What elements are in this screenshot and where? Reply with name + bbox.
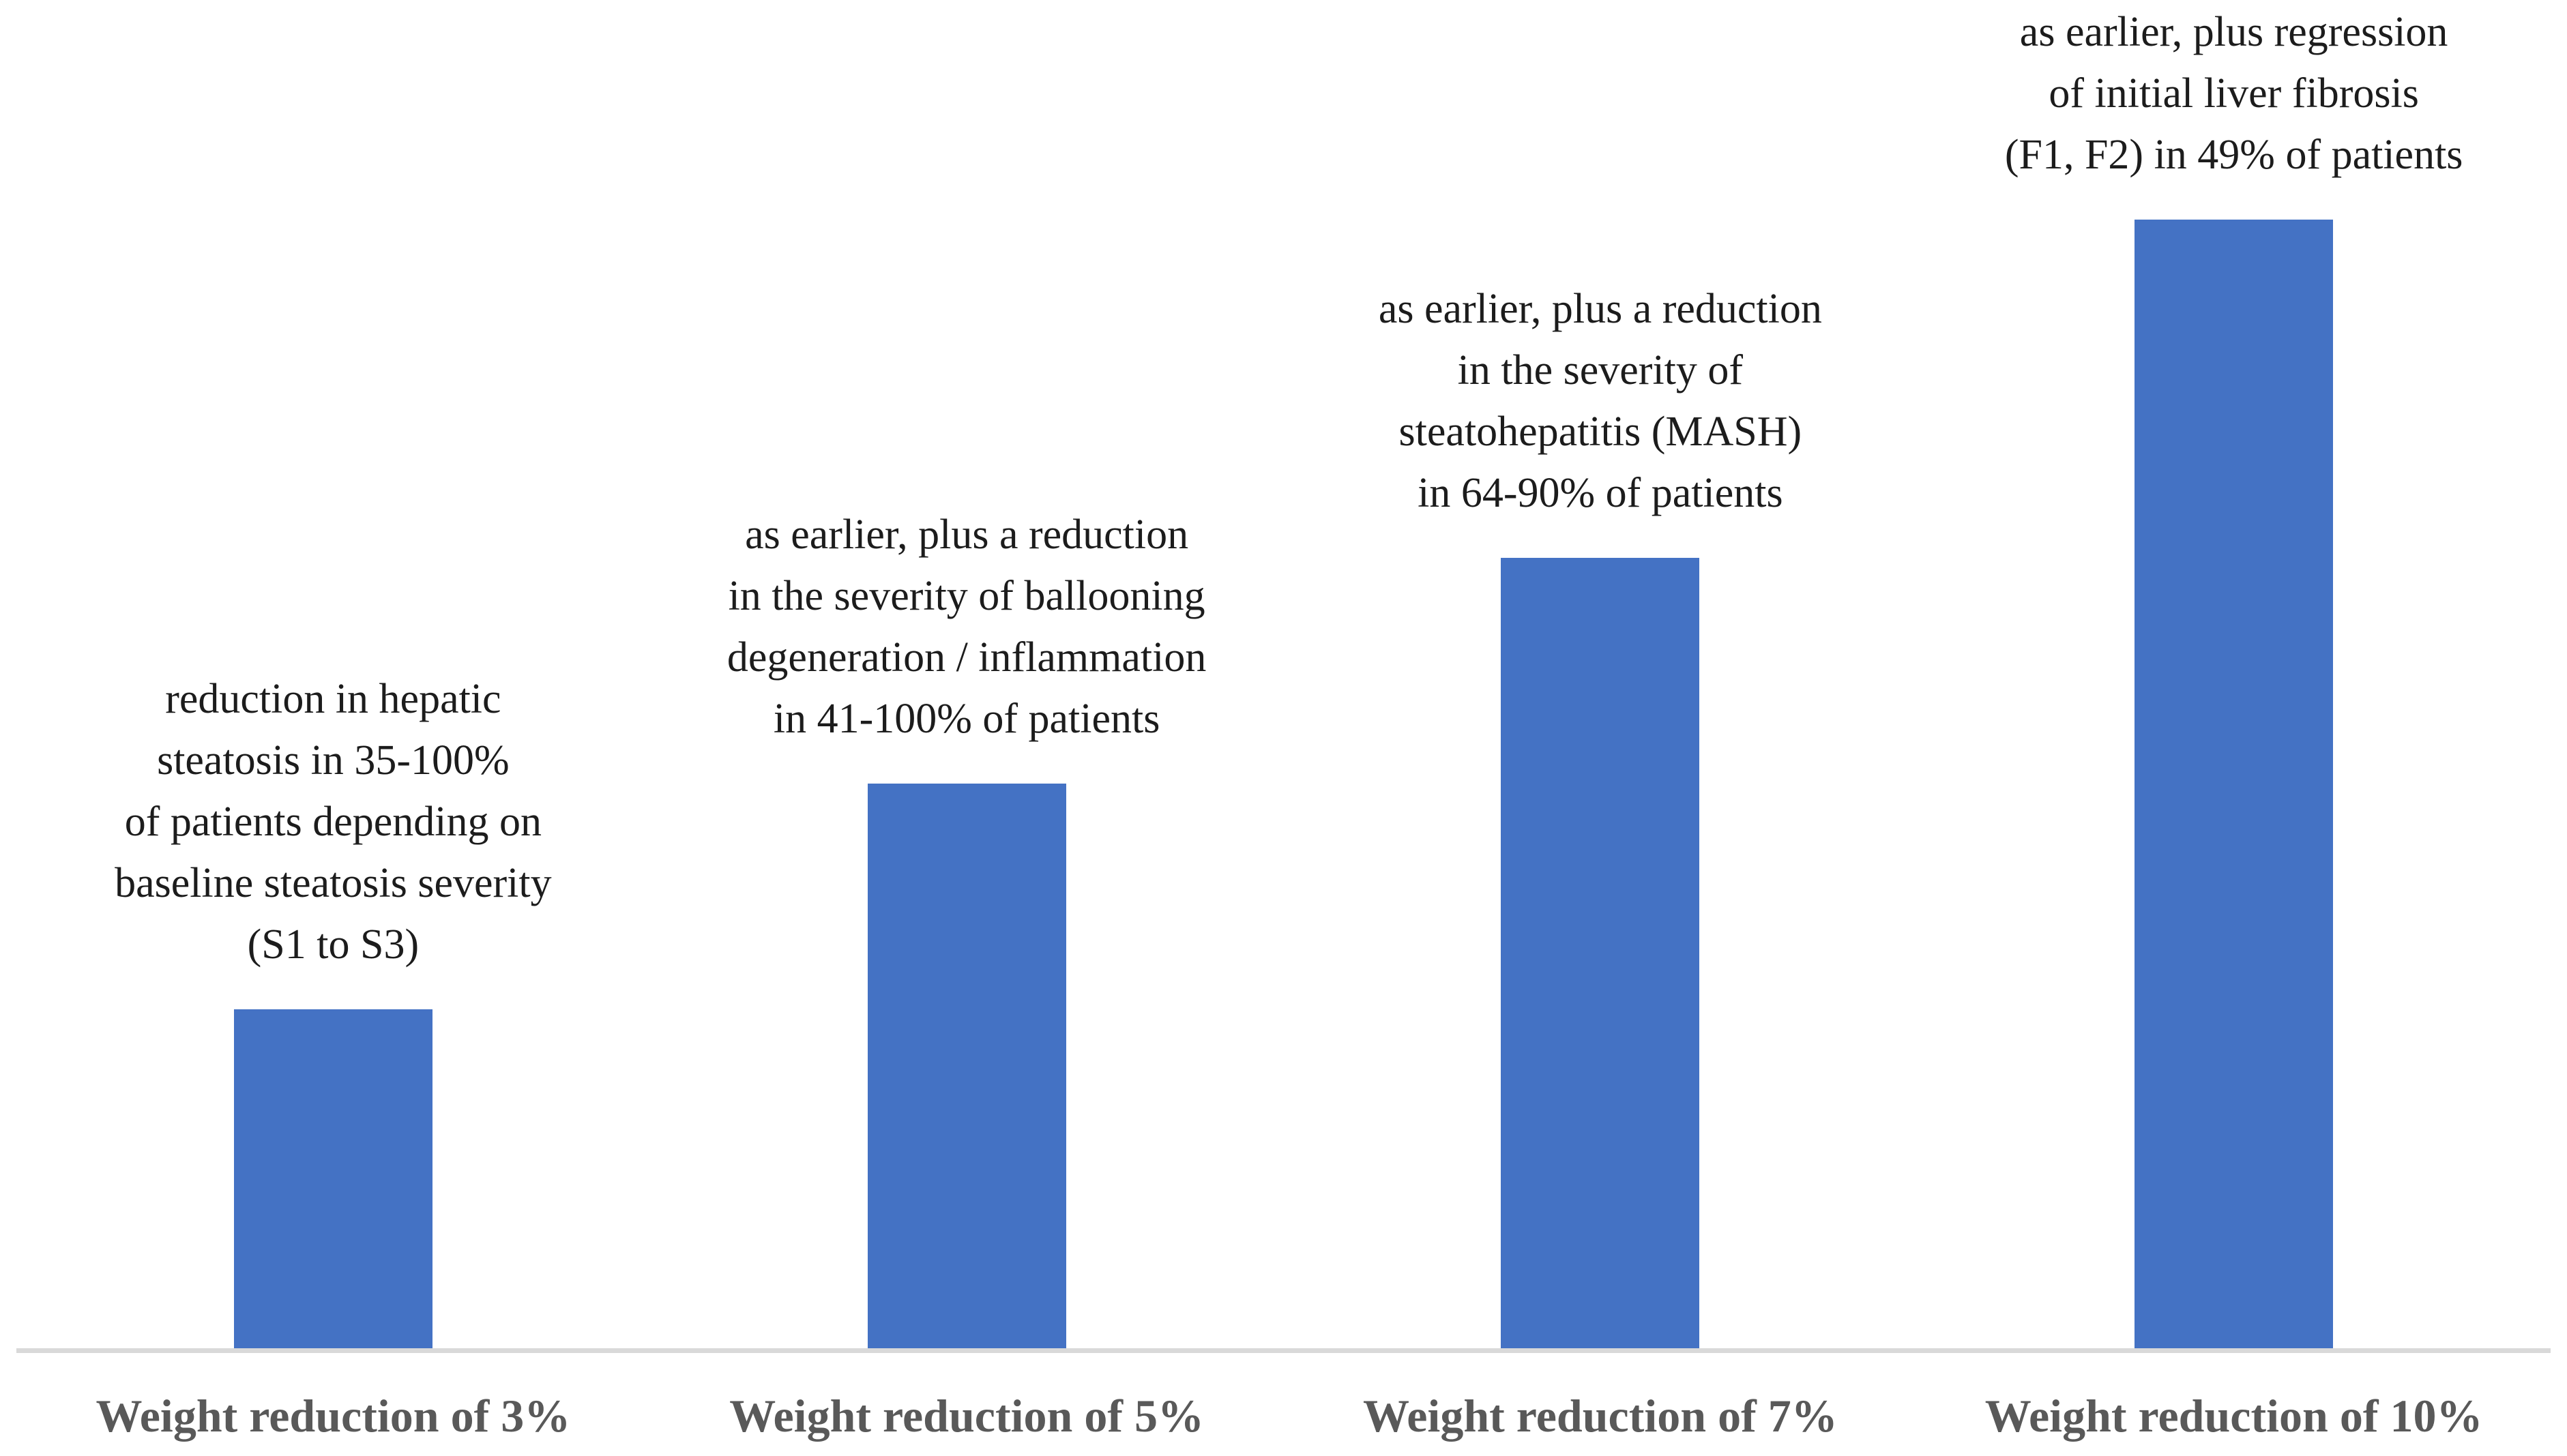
bar bbox=[2135, 220, 2334, 1348]
bar-annotation: as earlier, plus regression of initial l… bbox=[2004, 9, 2463, 178]
bar bbox=[1501, 558, 1700, 1348]
bar-annotation: as earlier, plus a reduction in the seve… bbox=[727, 511, 1207, 742]
bar bbox=[867, 784, 1066, 1348]
chart-column-3: as earlier, plus a reduction in the seve… bbox=[1284, 0, 1918, 1348]
bar bbox=[233, 1009, 432, 1348]
x-axis-label: Weight reduction of 3% bbox=[96, 1390, 571, 1442]
plot-area: reduction in hepatic steatosis in 35-100… bbox=[16, 0, 2551, 1348]
bar-annotation: reduction in hepatic steatosis in 35-100… bbox=[115, 676, 552, 968]
chart-column-1: reduction in hepatic steatosis in 35-100… bbox=[16, 0, 650, 1348]
chart-column-4: as earlier, plus regression of initial l… bbox=[1917, 0, 2551, 1348]
x-axis-line bbox=[16, 1348, 2551, 1353]
x-axis-labels-row: Weight reduction of 3% Weight reduction … bbox=[16, 1353, 2551, 1444]
x-axis-label: Weight reduction of 10% bbox=[1984, 1390, 2483, 1442]
bar-annotation: as earlier, plus a reduction in the seve… bbox=[1378, 286, 1822, 516]
x-axis-label: Weight reduction of 7% bbox=[1363, 1390, 1838, 1442]
chart-column-2: as earlier, plus a reduction in the seve… bbox=[650, 0, 1284, 1348]
x-axis-label: Weight reduction of 5% bbox=[729, 1390, 1204, 1442]
